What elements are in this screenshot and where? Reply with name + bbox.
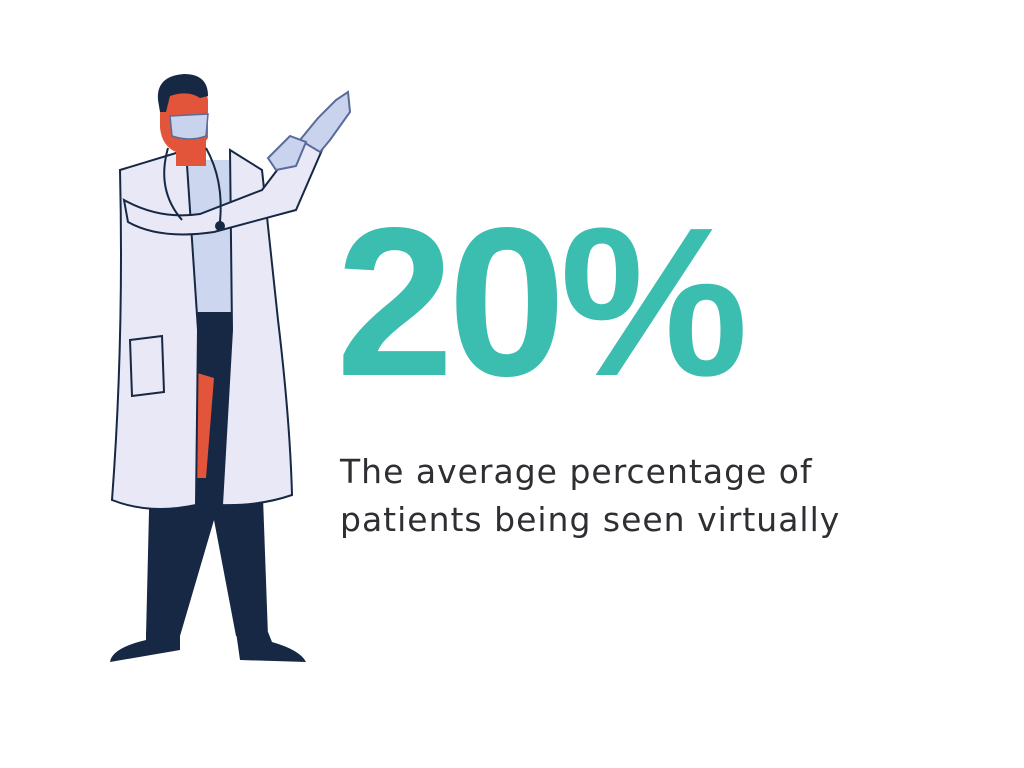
headline-stat: 20% xyxy=(336,183,748,420)
caption-line: The average percentage of xyxy=(340,452,813,491)
caption-line: patients being seen virtually xyxy=(340,500,841,539)
caption: The average percentage of patients being… xyxy=(340,448,840,544)
